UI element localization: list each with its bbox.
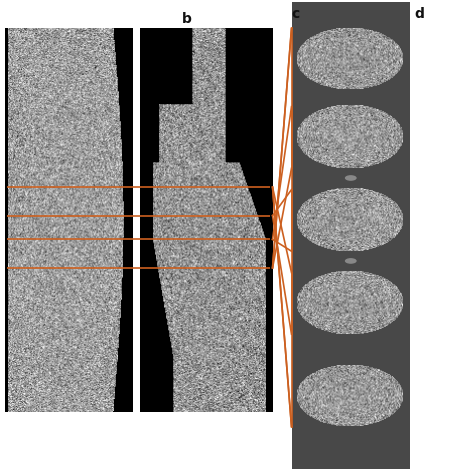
Text: b: b [182, 12, 192, 26]
Ellipse shape [345, 258, 356, 264]
Bar [140, 28, 273, 412]
Ellipse shape [345, 175, 356, 181]
Bar [5, 28, 133, 412]
Text: d: d [415, 7, 425, 21]
Text: c: c [292, 7, 300, 21]
Bar [292, 2, 410, 469]
